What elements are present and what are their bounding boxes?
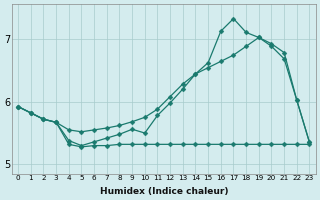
X-axis label: Humidex (Indice chaleur): Humidex (Indice chaleur) [100,187,228,196]
